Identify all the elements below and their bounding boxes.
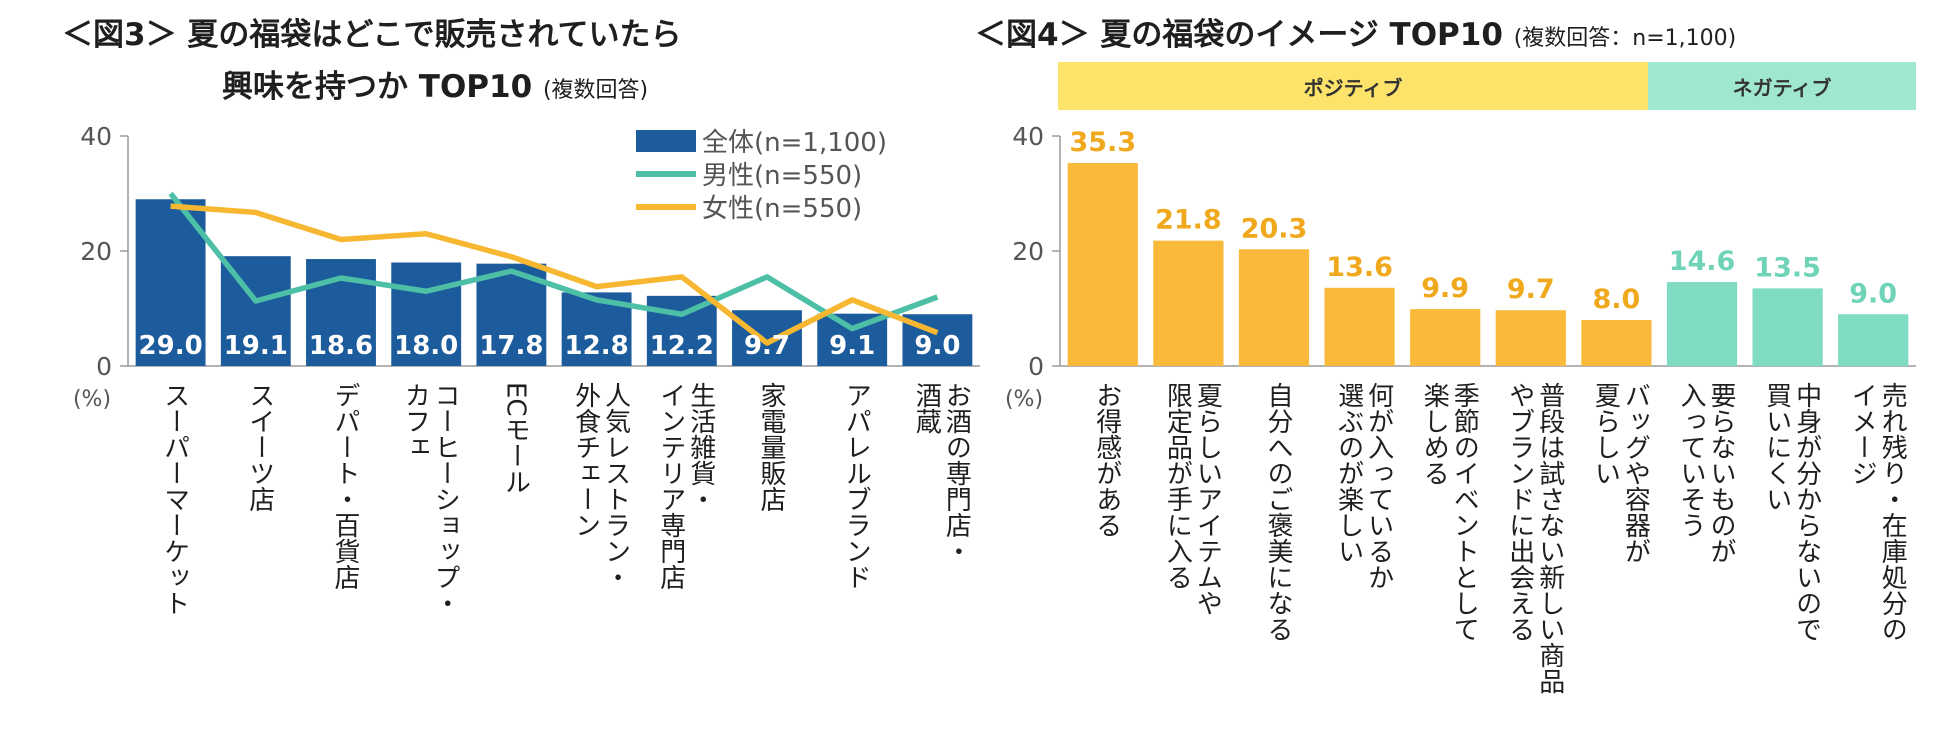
figure3-category-label: アパレルブランド <box>841 382 871 590</box>
figure3-category-label: コーヒーショップ・ <box>430 382 460 616</box>
figure3-category-label: 酒蔵 <box>911 382 941 434</box>
figure3-data-label: 9.0 <box>914 331 960 361</box>
figure4-data-label: 9.7 <box>1507 274 1555 305</box>
figure3-category-label: インテリア専門店 <box>656 382 686 590</box>
figure4-category-label: 売れ残り・在庫処分の <box>1877 382 1907 642</box>
figure4-category-label: 楽しめる <box>1419 382 1449 486</box>
figure3-category-label: デパート・百貨店 <box>330 382 360 590</box>
figure4-bar <box>1153 240 1224 366</box>
figure3-data-label: 18.6 <box>309 331 373 361</box>
figure4-bar <box>1581 320 1652 366</box>
figure3-category-label: お酒の専門店・ <box>941 382 971 564</box>
figure4-data-label: 21.8 <box>1155 205 1222 236</box>
figure4-data-label: 13.5 <box>1754 252 1821 283</box>
figure4-category-label: 何が入っているか <box>1364 382 1394 590</box>
figure4-bar <box>1067 163 1138 366</box>
figure3-data-label: 18.0 <box>394 331 458 361</box>
figure3-y-tick-label: 0 <box>96 352 112 381</box>
negative-group-band: ネガティブ <box>1648 62 1916 110</box>
figure3-title-prefix: ＜図3＞ <box>62 17 177 53</box>
figure4-category-label: バッグや容器が <box>1620 382 1650 564</box>
figure4-y-tick-label: 0 <box>1028 352 1044 381</box>
figure4-category-label: 季節のイベントとして <box>1449 382 1479 642</box>
figure3-data-label: 12.8 <box>565 331 629 361</box>
figure3-title-text: 夏の福袋はどこで販売されていたら <box>187 17 682 53</box>
figure4-category-label: お得感がある <box>1092 382 1122 538</box>
figure4-bar <box>1666 282 1738 366</box>
figure3-category-label: 人気レストラン・ <box>601 382 631 590</box>
figure3-data-label: 17.8 <box>479 331 543 361</box>
figure3-legend-label: 男性(n=550) <box>702 161 862 191</box>
figure3-title-text-2: 興味を持つか TOP10 <box>222 69 533 105</box>
figure3-category-label: ECモール <box>500 382 530 495</box>
figure3-female-line <box>170 203 939 346</box>
figure4-category-label: 入っていそう <box>1676 382 1706 538</box>
figure3-legend-label: 全体(n=1,100) <box>702 128 887 158</box>
figure4-title-text: 夏の福袋のイメージ TOP10 <box>1100 17 1503 53</box>
figure4-unit-label: (%) <box>1005 387 1043 412</box>
figure4-category-label: 夏らしい <box>1590 382 1620 486</box>
figure4-category-label: 中身が分からないので <box>1792 382 1822 642</box>
figure4-title-prefix: ＜図4＞ <box>975 17 1090 53</box>
figure3-data-label: 12.2 <box>650 331 714 361</box>
figure4-category-label: 夏らしいアイテムや <box>1192 382 1222 616</box>
figure3-data-label: 9.1 <box>829 331 875 361</box>
figure4-bar <box>1838 314 1909 366</box>
figure4-bar <box>1410 309 1481 366</box>
figure3-category-label: 生活雑貨・ <box>686 382 716 512</box>
negative-group-label: ネガティブ <box>1732 75 1832 100</box>
figure3-bar <box>732 310 802 366</box>
figure3-y-tick-label: 20 <box>80 237 112 266</box>
figure3-category-label: スーパーマーケット <box>160 382 190 616</box>
figure3-title-note: (複数回答) <box>542 78 649 103</box>
figure4-data-label: 8.0 <box>1592 284 1640 315</box>
figure3-category-label: 外食チェーン <box>571 382 601 538</box>
figure4-data-label: 13.6 <box>1326 252 1393 283</box>
figure4-category-label: イメージ <box>1847 382 1877 486</box>
figure4-category-label: 普段は試さない新しい商品 <box>1535 382 1565 694</box>
figure4-y-tick-label: 20 <box>1012 237 1044 266</box>
figure4-bar <box>1495 310 1566 366</box>
figure4-data-label: 9.9 <box>1421 273 1469 304</box>
figure4-bar <box>1752 288 1823 366</box>
figure3-data-label: 19.1 <box>224 331 288 361</box>
figure4-category-label: 限定品が手に入る <box>1162 382 1192 590</box>
figure4-chart: 0 20 40 (%) 35.3 21.8 20.3 13.6 9.9 9.7 8.0 14.6 13.… <box>1005 122 1916 694</box>
figure4-title-note: (複数回答：n=1,100) <box>1513 26 1737 51</box>
figure3-data-label: 9.7 <box>744 331 790 361</box>
figure4-data-label: 20.3 <box>1241 213 1308 244</box>
figure3-unit-label: (%) <box>73 387 111 412</box>
figure4-y-tick-label: 40 <box>1012 122 1044 151</box>
figure4-category-label: 選ぶのが楽しい <box>1334 382 1364 564</box>
positive-group-label: ポジティブ <box>1303 75 1403 100</box>
figure3-title-line2: 興味を持つか TOP10 (複数回答) <box>222 66 648 112</box>
figure3-legend-swatch <box>636 130 696 152</box>
figure3-y-tick-label: 40 <box>80 122 112 151</box>
figure4-category-label: やブランドに出会える <box>1505 382 1535 642</box>
figure3-bar <box>391 262 462 366</box>
figure3-category-label: カフェ <box>400 382 430 460</box>
figure4-title: ＜図4＞ 夏の福袋のイメージ TOP10 (複数回答：n=1,100) <box>975 14 1736 60</box>
figure4-bar <box>1238 249 1310 366</box>
figure4-bar <box>1324 287 1395 366</box>
positive-group-band: ポジティブ <box>1058 62 1648 110</box>
figure3-category-label: スイーツ店 <box>245 382 275 512</box>
figure4-data-label: 14.6 <box>1669 246 1736 277</box>
figure3-category-label: 家電量販店 <box>756 382 786 512</box>
figure3-data-label: 29.0 <box>139 331 203 361</box>
figure3-title-line1: ＜図3＞ 夏の福袋はどこで販売されていたら <box>62 14 682 56</box>
figure4-category-label: 要らないものが <box>1706 382 1736 564</box>
figure3-legend-label: 女性(n=550) <box>702 194 862 224</box>
figure3-chart: 0 20 40 (%) 29.0 19.1 18.6 18.0 17.8 12.8 12.2 9.7 9… <box>73 122 980 616</box>
figure4-category-label: 買いにくい <box>1762 382 1792 512</box>
figure4-category-label: 自分へのご褒美になる <box>1263 382 1293 642</box>
figure4-data-label: 35.3 <box>1069 127 1136 158</box>
figure4-data-label: 9.0 <box>1849 278 1897 309</box>
figure3-male-line <box>168 191 939 332</box>
